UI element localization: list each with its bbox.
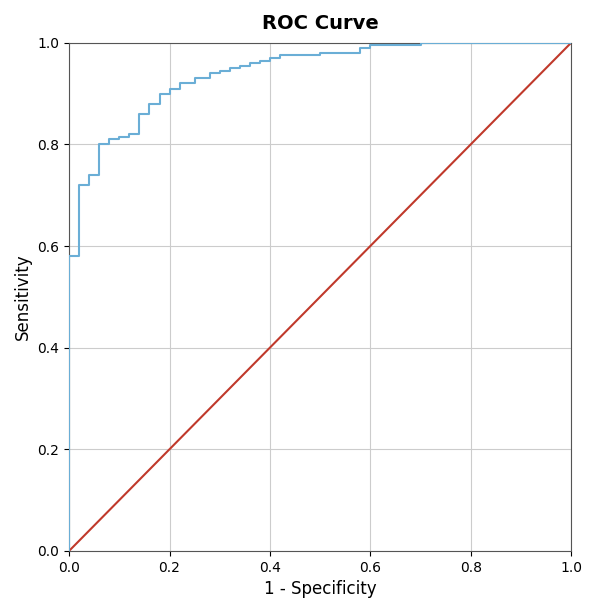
X-axis label: 1 - Specificity: 1 - Specificity [264, 580, 377, 598]
Title: ROC Curve: ROC Curve [262, 14, 378, 33]
Y-axis label: Sensitivity: Sensitivity [14, 253, 32, 340]
